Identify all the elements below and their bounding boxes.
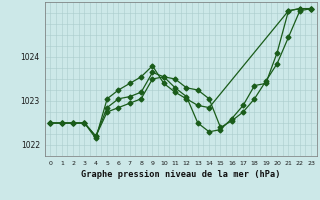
X-axis label: Graphe pression niveau de la mer (hPa): Graphe pression niveau de la mer (hPa): [81, 170, 281, 179]
